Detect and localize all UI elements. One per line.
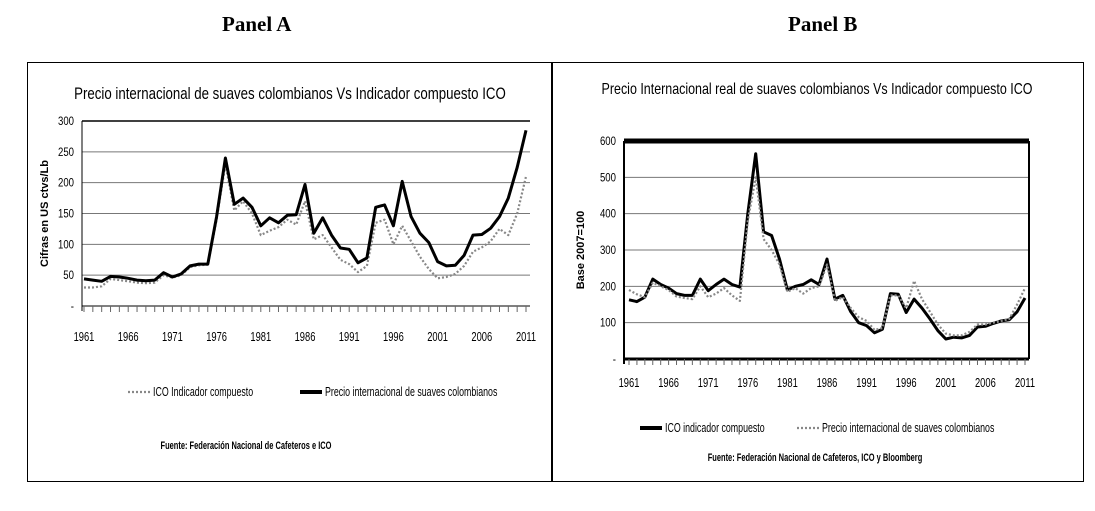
chart-title: Precio internacional de suaves colombian…: [74, 85, 506, 104]
chart-title: Precio Internacional real de suaves colo…: [602, 81, 1033, 99]
x-tick-label: 2001: [935, 377, 956, 391]
x-tick-label: 1981: [777, 377, 798, 391]
y-tick-label: 100: [600, 317, 616, 330]
source-note: Fuente: Federación Nacional de Cafeteros…: [708, 450, 923, 463]
x-tick-label: 1986: [817, 377, 838, 391]
y-tick-label: 300: [600, 244, 616, 257]
x-tick-label: 1966: [118, 331, 139, 345]
series-line-dotted: [628, 176, 1026, 337]
y-tick-label: 250: [58, 146, 74, 159]
x-tick-label: 1996: [896, 377, 917, 391]
x-tick-label: 1961: [74, 331, 95, 345]
y-tick-label: 600: [600, 135, 616, 148]
y-tick-label: 200: [58, 177, 74, 190]
x-tick-label: 1961: [619, 377, 640, 391]
legend-label: Precio internacional de suaves colombian…: [822, 421, 995, 435]
panel-b-title: Panel B: [788, 12, 858, 36]
x-tick-label: 2001: [427, 331, 448, 345]
y-tick-label: 150: [58, 208, 74, 221]
x-tick-label: 1976: [737, 377, 758, 391]
series-line-dotted: [84, 163, 528, 289]
x-tick-label: 2006: [975, 377, 996, 391]
y-tick-label: 100: [58, 238, 74, 251]
x-tick-label: 1991: [339, 331, 360, 345]
y-tick-label: 500: [600, 171, 616, 184]
x-tick-label: 1971: [698, 377, 719, 391]
y-tick-label: 400: [600, 208, 616, 221]
x-tick-label: 1981: [250, 331, 271, 345]
y-axis-label: Base 2007=100: [575, 211, 587, 290]
y-tick-label: 50: [63, 269, 74, 282]
x-tick-label: 2011: [516, 331, 536, 345]
y-tick-label: 300: [58, 115, 74, 128]
legend-label: ICO indicador compuesto: [665, 421, 765, 435]
x-tick-label: 1976: [206, 331, 227, 345]
series-line-solid: [628, 152, 1027, 341]
legend-label: ICO Indicador compuesto: [153, 385, 253, 399]
x-tick-label: 1971: [162, 331, 183, 345]
panel-a-frame: [27, 62, 553, 482]
x-tick-label: 1991: [856, 377, 877, 391]
y-axis-label: Cifras en US ctvs/Lb: [39, 160, 51, 267]
y-tick-label: 200: [600, 280, 616, 293]
x-tick-label: 1996: [383, 331, 404, 345]
legend-label: Precio internacional de suaves colombian…: [325, 385, 498, 399]
x-tick-label: 2011: [1015, 377, 1035, 391]
series-line-solid: [83, 129, 528, 283]
y-tick-label: -: [71, 300, 75, 313]
panel-a-title: Panel A: [222, 12, 292, 36]
panel-b-frame: [551, 62, 1084, 482]
x-tick-label: 1986: [295, 331, 316, 345]
source-note: Fuente: Federación Nacional de Cafeteros…: [161, 438, 332, 451]
x-tick-label: 2006: [471, 331, 492, 345]
x-tick-label: 1966: [658, 377, 679, 391]
y-tick-label: -: [613, 353, 617, 366]
